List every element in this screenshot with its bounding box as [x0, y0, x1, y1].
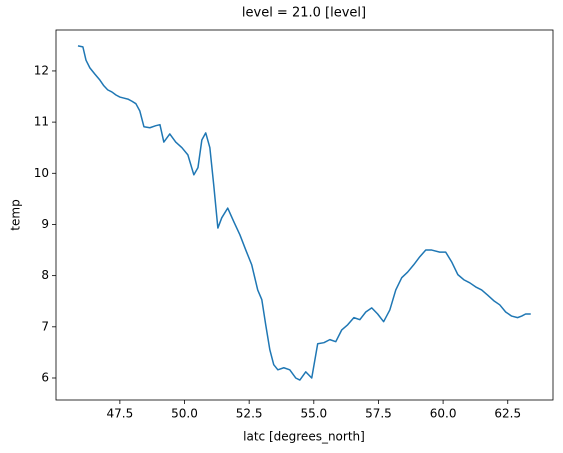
chart-title: level = 21.0 [level] — [242, 6, 366, 21]
y-tick-label: 8 — [41, 268, 49, 282]
x-tick-label: 62.5 — [494, 407, 521, 421]
data-line — [77, 45, 531, 381]
y-tick-label: 10 — [34, 166, 49, 180]
y-axis-label: temp — [9, 199, 23, 230]
x-tick-label: 57.5 — [365, 407, 392, 421]
axes-frame — [55, 29, 554, 401]
x-tick-label: 60.0 — [430, 407, 457, 421]
y-tick-label: 11 — [34, 115, 49, 129]
x-tick-label: 52.5 — [236, 407, 263, 421]
y-tick-label: 6 — [41, 370, 49, 384]
y-tick-label: 9 — [41, 217, 49, 231]
y-tick-label: 12 — [34, 63, 49, 77]
x-axis-label: latc [degrees_north] — [243, 430, 365, 444]
x-tick-label: 50.0 — [171, 407, 198, 421]
y-tick-label: 7 — [41, 319, 49, 333]
x-tick-label: 47.5 — [107, 407, 134, 421]
x-tick-label: 55.0 — [300, 407, 327, 421]
